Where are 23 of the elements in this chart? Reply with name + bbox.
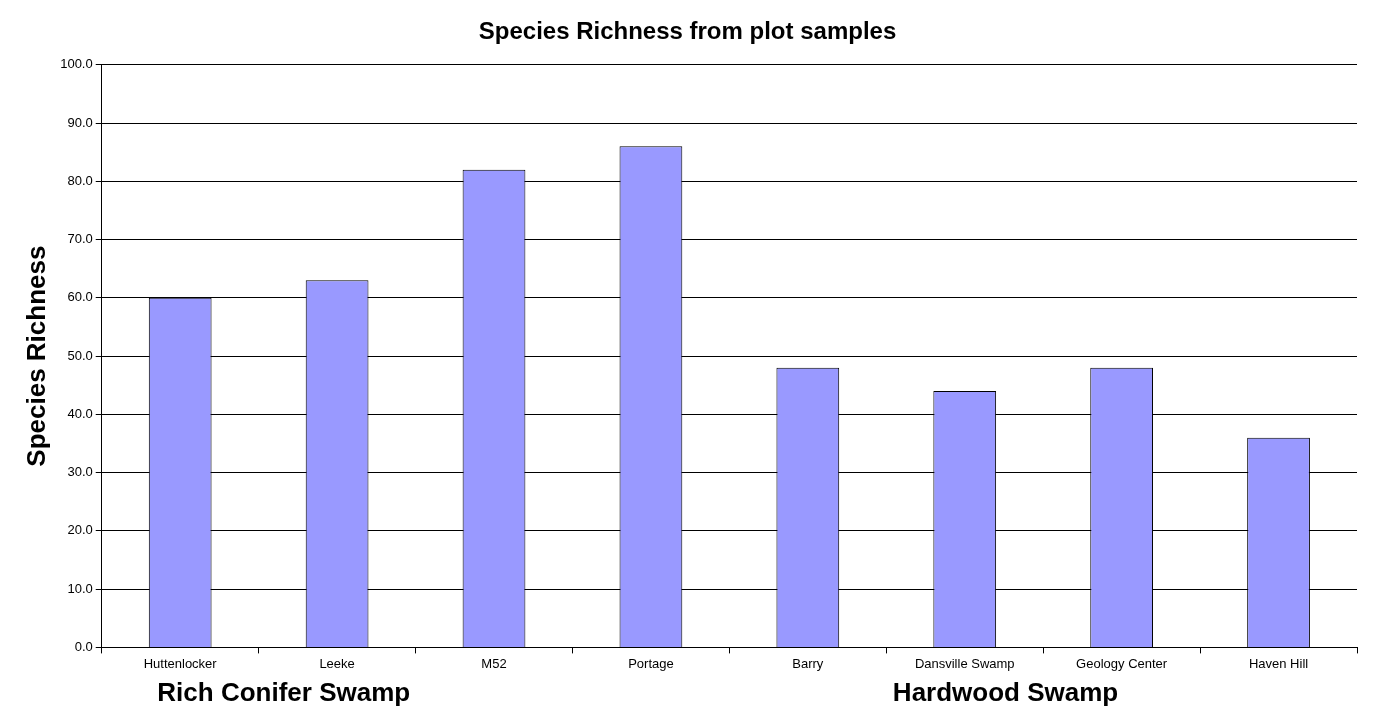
- y-tick-label: 80.0: [67, 172, 93, 188]
- y-tick-label: 90.0: [67, 114, 93, 130]
- text: Hardwood Swamp: [892, 677, 1119, 708]
- y-tick-label: 50.0: [67, 347, 93, 363]
- y-tick-label: 60.0: [67, 289, 93, 305]
- y-tick-label: 70.0: [67, 231, 93, 247]
- y-tick-label: 30.0: [67, 464, 93, 480]
- x-tick-label: Portage: [628, 655, 674, 671]
- x-tick-label: Haven Hill: [1248, 655, 1309, 671]
- x-tick-label: Huttenlocker: [143, 655, 218, 671]
- text: Rich Conifer Swamp: [157, 677, 411, 708]
- y-tick-label: 100.0: [60, 56, 93, 72]
- x-tick-label: Geology Center: [1076, 655, 1168, 671]
- y-tick-label: 20.0: [67, 522, 93, 538]
- x-tick-label: Barry: [792, 655, 824, 671]
- x-tick-label: Leeke: [319, 655, 355, 671]
- x-tick-label: M52: [481, 655, 507, 671]
- y-axis-title: Species Richness: [20, 245, 51, 467]
- chart-title: Species Richness from plot samples: [478, 17, 897, 45]
- y-tick-label: 10.0: [67, 580, 93, 596]
- y-tick-label: 40.0: [67, 405, 93, 421]
- x-tick-label: Dansville Swamp: [914, 655, 1015, 671]
- y-tick-label: 0.0: [74, 638, 93, 654]
